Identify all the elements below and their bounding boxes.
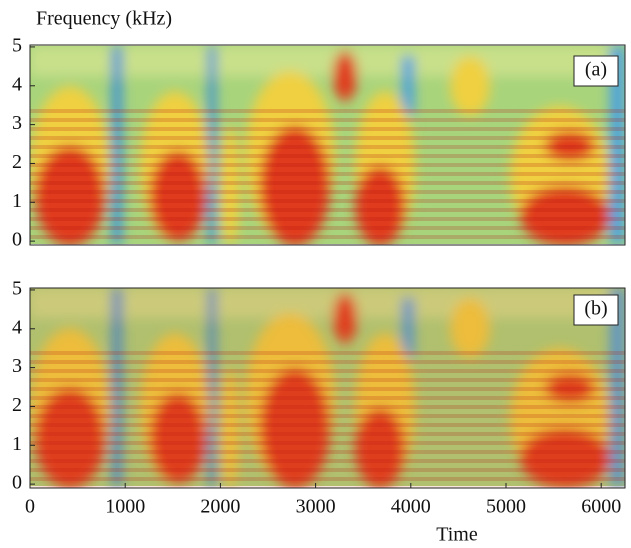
y-tick-label: 3 <box>12 355 22 377</box>
plot-frame <box>29 44 626 246</box>
y-tick-label: 4 <box>12 316 22 338</box>
x-tick-label: 6000 <box>581 496 621 518</box>
x-tick-label: 4000 <box>391 496 431 518</box>
x-tick-label: 5000 <box>486 496 526 518</box>
y-tick-label: 1 <box>12 190 22 212</box>
y-tick-label: 0 <box>12 229 22 251</box>
y-tick-label: 1 <box>12 433 22 455</box>
y-axis-label: Frequency (kHz) <box>36 8 172 30</box>
x-tick-label: 1000 <box>105 496 145 518</box>
y-tick-label: 2 <box>12 151 22 173</box>
x-tick-label: 2000 <box>200 496 240 518</box>
panel-label: (b) <box>584 298 607 320</box>
panel-label: (a) <box>585 59 607 81</box>
x-axis-label: Time <box>436 524 478 546</box>
y-tick-label: 5 <box>12 35 22 57</box>
spectrogram-image <box>30 288 625 488</box>
y-tick-label: 2 <box>12 394 22 416</box>
y-tick-label: 5 <box>12 278 22 300</box>
y-tick-label: 3 <box>12 112 22 134</box>
panel-label-box <box>573 294 619 326</box>
y-tick-label: 0 <box>12 472 22 494</box>
x-tick-label: 3000 <box>296 496 336 518</box>
spectrogram-image <box>30 46 625 246</box>
y-tick-label: 4 <box>12 73 22 95</box>
panel-label-box <box>573 55 619 87</box>
plot-frame <box>29 287 626 489</box>
x-tick-label: 0 <box>25 496 35 518</box>
